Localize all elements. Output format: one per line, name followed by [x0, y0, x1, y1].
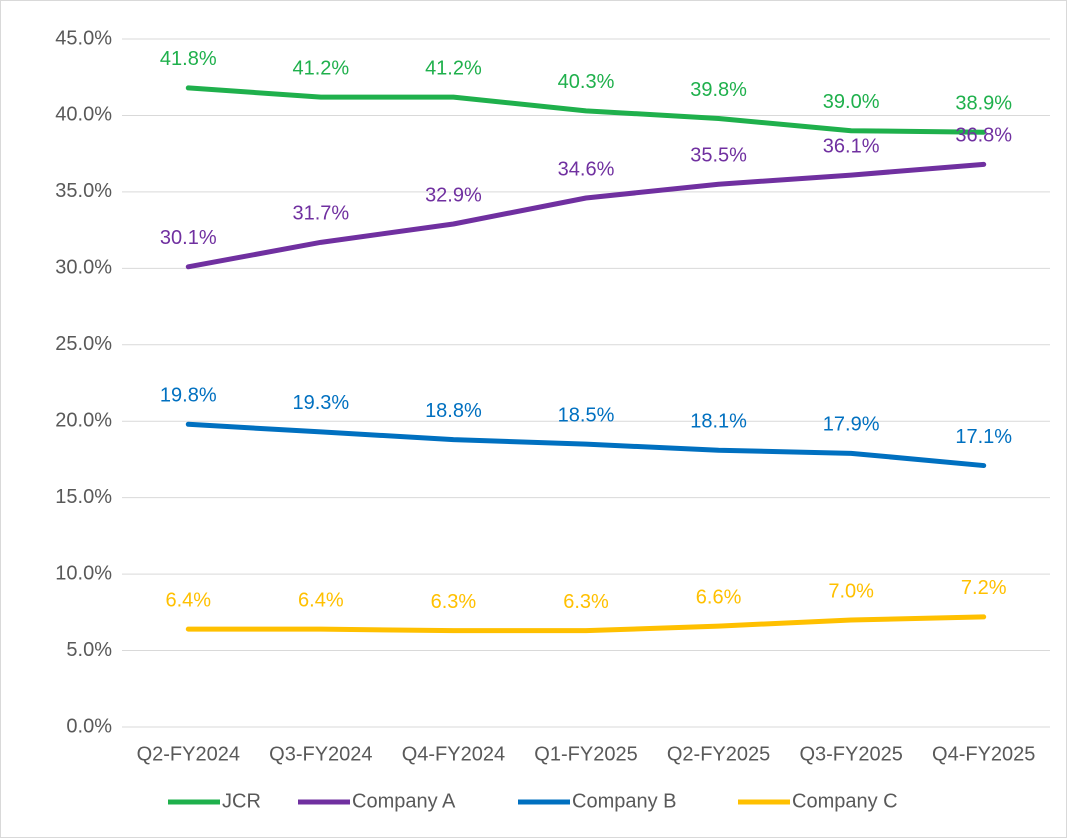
data-label: 6.3% [431, 591, 477, 613]
data-label: 7.2% [961, 577, 1007, 599]
x-tick-label: Q2-FY2024 [137, 743, 240, 765]
series-line [185, 161, 987, 270]
y-tick-label: 10.0% [55, 562, 112, 584]
y-tick-label: 45.0% [55, 27, 112, 49]
data-label: 36.1% [823, 135, 880, 157]
data-label: 6.4% [165, 589, 211, 611]
data-label: 31.7% [292, 203, 349, 225]
series-line [185, 85, 987, 135]
x-tick-label: Q3-FY2025 [799, 743, 902, 765]
data-label: 39.8% [690, 79, 747, 101]
x-tick-label: Q1-FY2025 [534, 743, 637, 765]
y-tick-label: 0.0% [66, 715, 112, 737]
x-tick-label: Q4-FY2024 [402, 743, 505, 765]
y-tick-label: 25.0% [55, 333, 112, 355]
legend-label: Company C [792, 790, 898, 812]
data-label: 17.1% [955, 426, 1012, 448]
y-tick-label: 15.0% [55, 486, 112, 508]
y-tick-label: 40.0% [55, 104, 112, 126]
x-tick-label: Q3-FY2024 [269, 743, 372, 765]
y-tick-label: 20.0% [55, 410, 112, 432]
y-tick-label: 5.0% [66, 639, 112, 661]
legend-label: JCR [222, 790, 261, 812]
data-label: 6.3% [563, 591, 609, 613]
data-label: 35.5% [690, 145, 747, 167]
data-label: 41.2% [292, 57, 349, 79]
x-tick-label: Q2-FY2025 [667, 743, 770, 765]
data-label: 39.0% [823, 91, 880, 113]
data-label: 19.8% [160, 385, 217, 407]
legend-label: Company A [352, 790, 456, 812]
series-line [185, 614, 987, 634]
y-tick-label: 35.0% [55, 180, 112, 202]
data-label: 17.9% [823, 414, 880, 436]
data-label: 40.3% [558, 71, 615, 93]
legend-label: Company B [572, 790, 677, 812]
data-label: 7.0% [828, 580, 874, 602]
data-label: 18.8% [425, 400, 482, 422]
data-label: 36.8% [955, 125, 1012, 147]
series-line [185, 421, 987, 469]
x-tick-label: Q4-FY2025 [932, 743, 1035, 765]
data-label: 34.6% [558, 158, 615, 180]
data-label: 18.5% [558, 404, 615, 426]
data-label: 18.1% [690, 411, 747, 433]
data-label: 41.2% [425, 57, 482, 79]
data-label: 19.3% [292, 392, 349, 414]
data-label: 6.4% [298, 589, 344, 611]
data-label: 32.9% [425, 184, 482, 206]
data-label: 30.1% [160, 227, 217, 249]
y-tick-label: 30.0% [55, 257, 112, 279]
data-label: 6.6% [696, 586, 742, 608]
data-label: 41.8% [160, 48, 217, 70]
data-label: 38.9% [955, 93, 1012, 115]
